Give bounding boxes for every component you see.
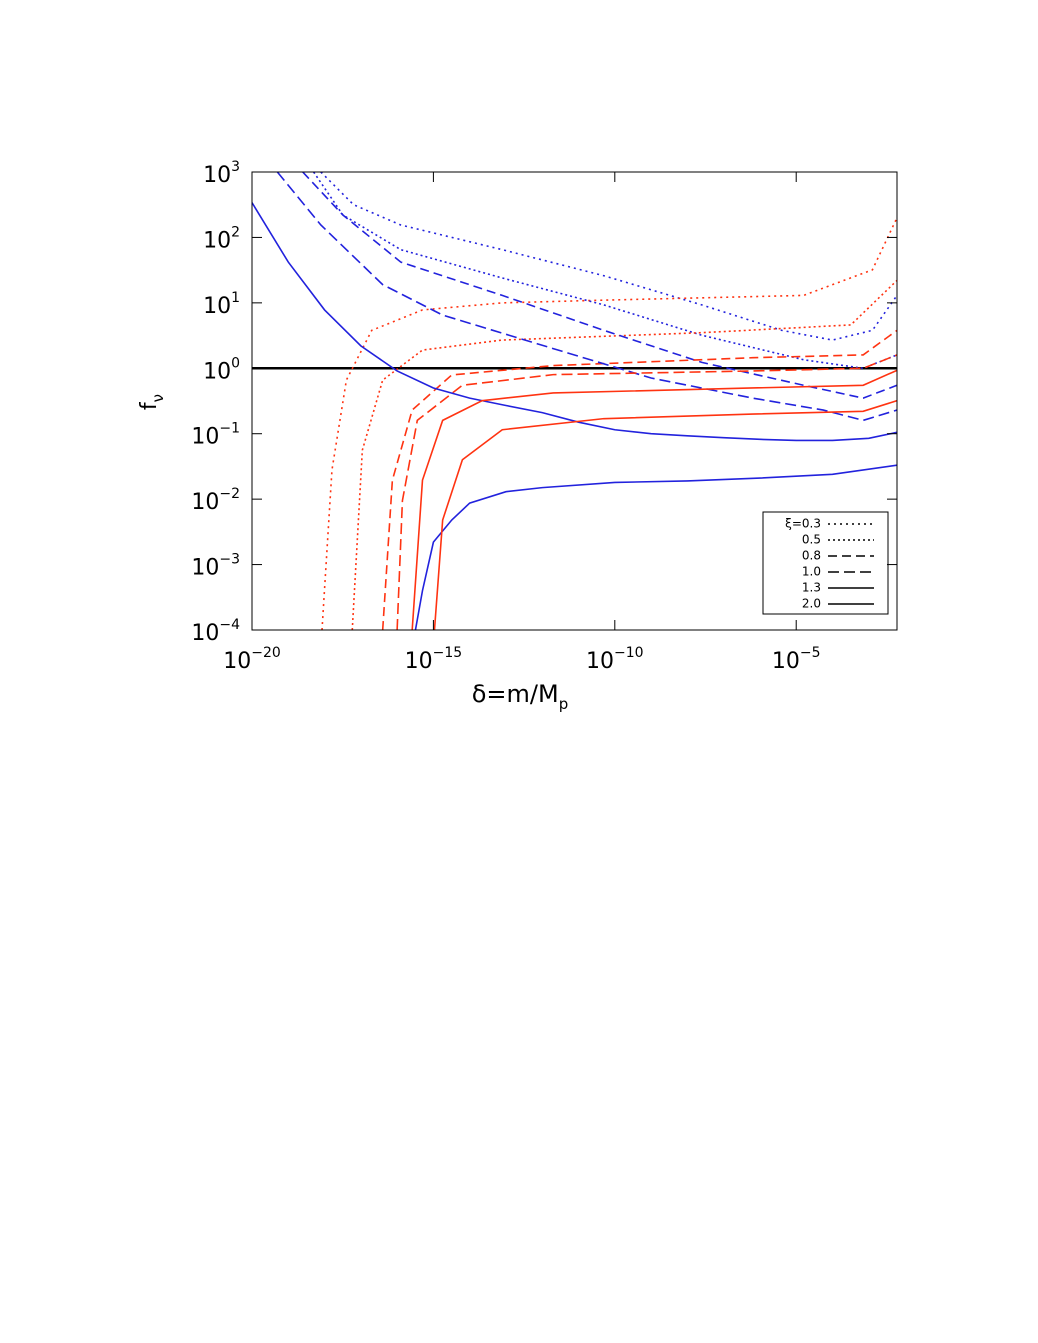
plot-area	[252, 172, 897, 630]
curve	[321, 217, 897, 630]
y-tick-base: 10	[203, 294, 231, 319]
y-tick-exp: −3	[219, 552, 240, 568]
y-tick-exp: −2	[219, 486, 240, 502]
y-tick-exp: −4	[219, 617, 240, 633]
y-tick-base: 10	[191, 425, 219, 450]
y-axis-label: fν	[137, 394, 167, 410]
x-tick-label: 10−10	[586, 645, 644, 674]
x-tick-base: 10	[586, 649, 614, 674]
y-tick-exp: 2	[231, 224, 240, 240]
y-tick-label: 10−3	[191, 552, 240, 581]
x-tick-base: 10	[405, 649, 433, 674]
y-tick-label: 10−4	[191, 617, 240, 646]
curve	[320, 172, 897, 341]
y-tick-exp: 3	[231, 159, 240, 175]
legend-label: 0.8	[802, 549, 821, 563]
y-axis-label-sub: ν	[149, 394, 167, 402]
curve	[302, 172, 897, 399]
y-tick-base: 10	[191, 621, 219, 646]
y-tick-base: 10	[203, 163, 231, 188]
x-tick-base: 10	[223, 649, 251, 674]
legend-label: 1.3	[802, 581, 821, 595]
y-tick-base: 10	[203, 228, 231, 253]
y-tick-exp: 1	[231, 290, 240, 306]
x-tick-exp: −10	[614, 645, 644, 661]
legend-label: 0.5	[802, 533, 821, 547]
y-tick-base: 10	[191, 490, 219, 515]
legend-box	[762, 511, 889, 615]
x-tick-exp: −20	[251, 645, 281, 661]
y-tick-exp: 0	[231, 355, 240, 371]
legend-label: 1.0	[802, 565, 821, 579]
x-tick-exp: −15	[433, 645, 463, 661]
y-tick-label: 102	[203, 224, 240, 253]
curve	[414, 464, 897, 630]
curve	[381, 329, 897, 630]
y-tick-base: 10	[203, 359, 231, 384]
legend-label: 2.0	[802, 597, 821, 611]
x-tick-label: 10−20	[223, 645, 281, 674]
x-axis-label-text: δ=m/M	[472, 680, 559, 708]
curve	[312, 172, 897, 370]
curve	[252, 202, 897, 442]
y-tick-label: 103	[203, 159, 240, 188]
curve	[411, 369, 897, 630]
x-axis-label: δ=m/Mp	[472, 680, 569, 713]
curve	[433, 399, 897, 630]
axes-frame	[251, 171, 898, 631]
y-tick-label: 101	[203, 290, 240, 319]
x-axis-label-sub: p	[559, 695, 569, 713]
curve	[396, 354, 897, 630]
x-tick-label: 10−5	[772, 645, 821, 674]
y-tick-label: 100	[203, 355, 240, 384]
y-axis-label-text: f	[137, 401, 162, 410]
y-tick-exp: −1	[219, 421, 240, 437]
x-tick-label: 10−15	[405, 645, 463, 674]
x-tick-base: 10	[772, 649, 800, 674]
legend-label: ξ=0.3	[785, 517, 821, 531]
curve	[276, 172, 897, 422]
y-tick-label: 10−1	[191, 421, 240, 450]
y-tick-label: 10−2	[191, 486, 240, 515]
x-tick-exp: −5	[800, 645, 821, 661]
y-tick-base: 10	[191, 556, 219, 581]
